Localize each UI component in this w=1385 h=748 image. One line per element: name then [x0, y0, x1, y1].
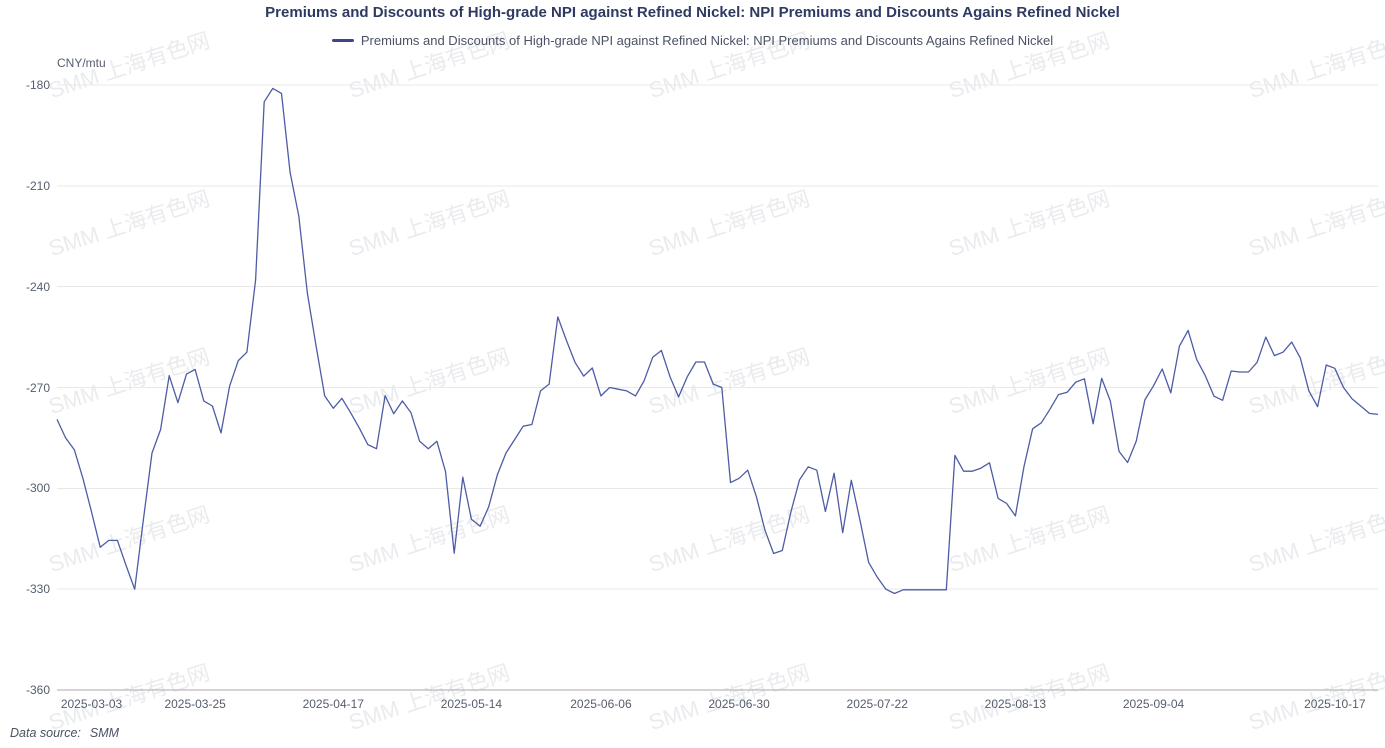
- y-axis-tick-label: -210: [25, 178, 50, 193]
- y-axis-tick-label: -180: [25, 78, 50, 92]
- data-source-value: SMM: [89, 726, 120, 740]
- x-axis-tick-label: 2025-05-14: [440, 697, 503, 711]
- x-axis-tick-label: 2025-06-30: [708, 697, 770, 711]
- legend-line-marker-icon: [331, 39, 354, 42]
- x-axis-tick-label: 2025-06-06: [570, 697, 632, 711]
- y-axis-tick-label: -240: [25, 279, 50, 294]
- chart-title: Premiums and Discounts of High-grade NPI…: [265, 4, 1120, 21]
- series-line: [56, 87, 1379, 595]
- legend-label: Premiums and Discounts of High-grade NPI…: [360, 33, 1054, 48]
- x-axis-tick-label: 2025-10-17: [1304, 697, 1366, 711]
- data-source-label: Data source:: [10, 726, 81, 740]
- x-axis-tick-label: 2025-04-17: [302, 697, 364, 711]
- y-axis-tick-label: -300: [25, 481, 50, 496]
- x-axis-tick-label: 2025-03-25: [164, 697, 226, 711]
- y-axis-tick-label: -330: [25, 582, 50, 597]
- y-axis-unit-label: CNY/mtu: [57, 56, 106, 70]
- x-axis-tick-label: 2025-07-22: [846, 697, 908, 711]
- legend-item[interactable]: Premiums and Discounts of High-grade NPI…: [0, 33, 1385, 48]
- x-axis-tick-label: 2025-03-03: [60, 697, 123, 711]
- x-axis-tick-label: 2025-08-13: [984, 697, 1047, 711]
- x-axis-tick-label: 2025-09-04: [1122, 697, 1185, 711]
- data-source-note: Data source: SMM: [10, 726, 119, 740]
- y-axis-tick-label: -270: [25, 380, 50, 395]
- y-axis-tick-label: -360: [25, 683, 50, 697]
